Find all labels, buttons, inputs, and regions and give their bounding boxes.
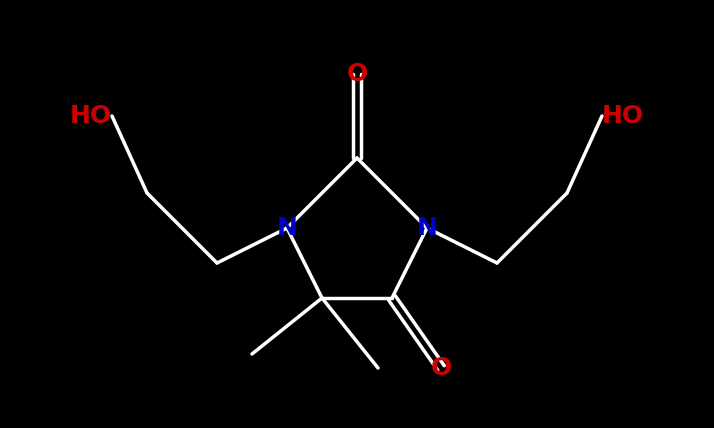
Text: N: N bbox=[416, 216, 438, 240]
Text: O: O bbox=[431, 356, 452, 380]
Text: N: N bbox=[276, 216, 298, 240]
Text: HO: HO bbox=[70, 104, 112, 128]
Text: HO: HO bbox=[602, 104, 644, 128]
Text: O: O bbox=[346, 62, 368, 86]
